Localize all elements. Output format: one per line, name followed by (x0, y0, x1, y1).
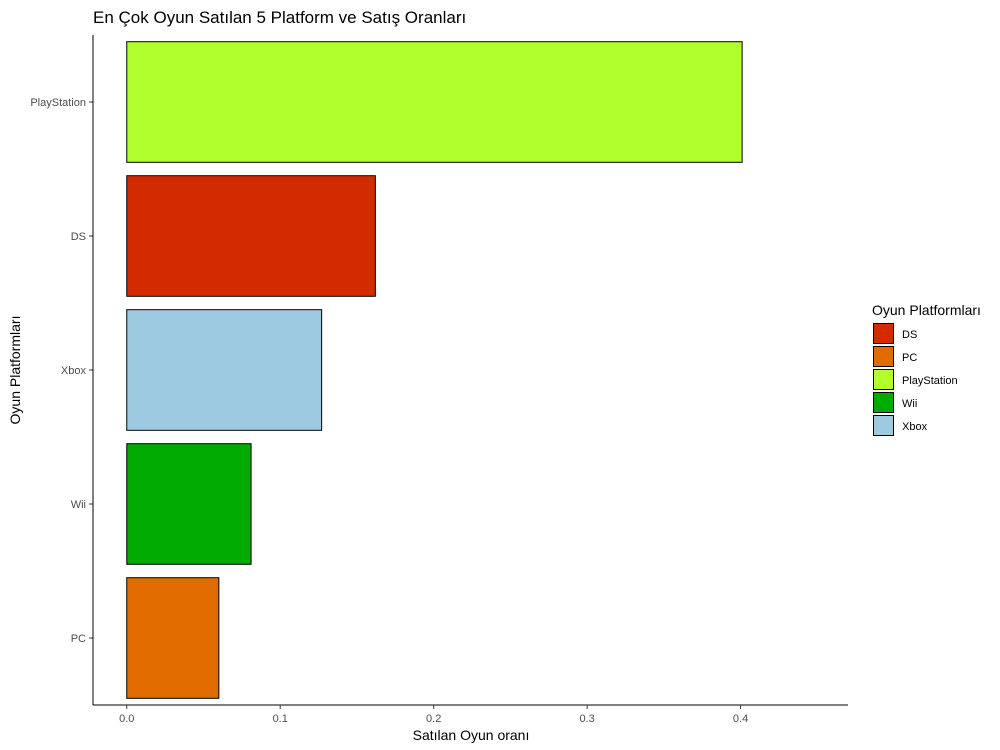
legend-label-pc: PC (902, 352, 917, 364)
y-axis-title: Oyun Platformları (7, 316, 23, 425)
legend-swatch-pc (873, 346, 894, 367)
x-tick-label: 0.2 (426, 713, 441, 725)
y-tick-label: Wii (71, 499, 86, 511)
legend: Oyun Platformları DS PC PlayStation Wii Xbox (872, 302, 981, 436)
bar-playstation (126, 41, 743, 163)
chart-title: En Çok Oyun Satılan 5 Platform ve Satış … (93, 8, 466, 27)
legend-label-wii: Wii (902, 398, 917, 410)
x-tick-label: 0.3 (579, 713, 594, 725)
x-tick-label: 0.1 (273, 713, 288, 725)
bar-pc (126, 577, 220, 699)
legend-swatch-ds (873, 323, 894, 344)
y-tick-label: PC (71, 633, 86, 645)
x-tick-label: 0.0 (119, 713, 134, 725)
y-tick-label: DS (71, 231, 86, 243)
y-tick-label: PlayStation (30, 97, 86, 109)
x-axis-title: Satılan Oyun oranı (413, 727, 530, 743)
legend-title: Oyun Platformları (872, 302, 981, 318)
legend-label-xbox: Xbox (902, 421, 928, 433)
legend-label-ds: DS (902, 329, 917, 341)
bar-ds (126, 175, 376, 297)
legend-swatch-wii (873, 392, 894, 413)
x-tick-label: 0.4 (733, 713, 748, 725)
y-tick-label: Xbox (61, 365, 87, 377)
axes-layer: PlayStation DS Xbox Wii PC 0.0 0.1 0.2 0.3 0.4 (30, 35, 848, 725)
bar-wii (126, 443, 252, 565)
legend-label-playstation: PlayStation (902, 375, 958, 387)
bars-layer (126, 41, 743, 699)
bar-xbox (126, 309, 323, 431)
legend-swatch-playstation (873, 369, 894, 390)
legend-swatch-xbox (873, 415, 894, 436)
